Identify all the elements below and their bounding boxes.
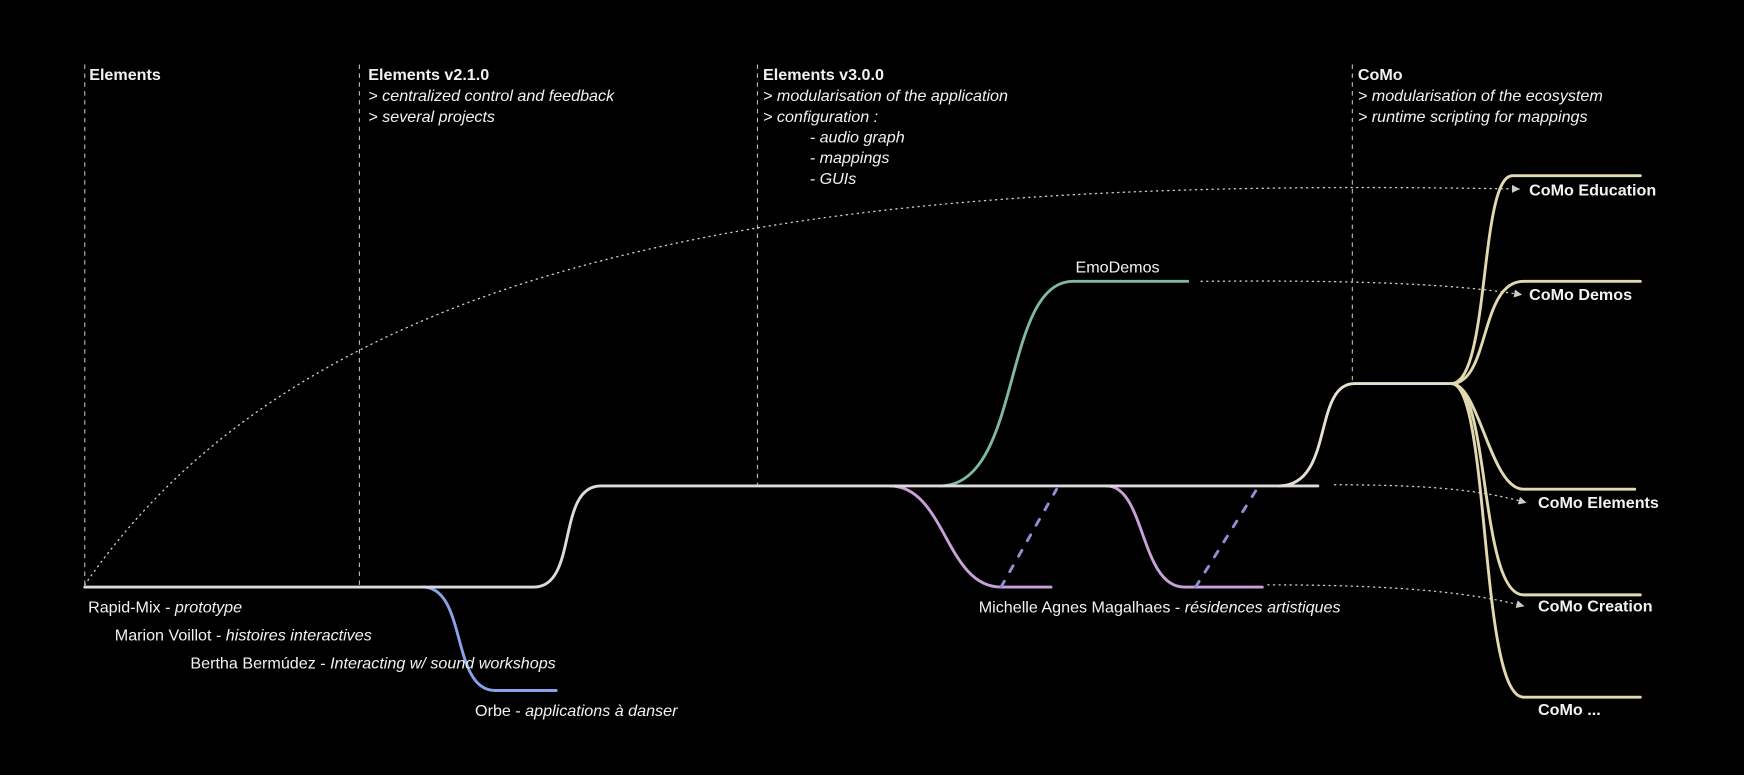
branch-label: Marion Voillot - histoires interactives xyxy=(115,626,372,644)
milestone-lines xyxy=(84,64,1353,588)
milestone-title: Elements v2.1.0 xyxy=(368,66,489,84)
fan xyxy=(1449,382,1642,597)
branch-detail: histoires interactives xyxy=(226,626,372,644)
milestone-subline: - mappings xyxy=(810,149,890,167)
main-line xyxy=(83,484,1320,589)
branch-return xyxy=(1194,487,1259,589)
branch-label: EmoDemos xyxy=(1075,258,1159,276)
fan xyxy=(1449,382,1642,699)
branch-detail: Interacting w/ sound workshops xyxy=(330,654,556,672)
branch-michelle xyxy=(888,484,1053,589)
branch-name: Bertha Bermúdez - xyxy=(190,654,325,672)
como-fan xyxy=(1449,174,1642,699)
product-label: CoMo Demos xyxy=(1529,286,1632,304)
branch-label: Orbe - applications à danser xyxy=(475,702,678,720)
branch-name: EmoDemos xyxy=(1075,258,1159,276)
product-label: CoMo Creation xyxy=(1538,598,1653,616)
branch-label: Rapid-Mix - prototype xyxy=(88,599,242,617)
milestone-line-text: > several projects xyxy=(368,108,495,126)
branch-label: Bertha Bermúdez - Interacting w/ sound w… xyxy=(190,654,555,672)
milestone-subline: - audio graph xyxy=(810,128,905,146)
arrow xyxy=(1333,484,1527,505)
branch-detail: applications à danser xyxy=(525,702,678,720)
milestone-title: Elements xyxy=(89,66,161,84)
branch-name: Orbe - xyxy=(475,702,521,720)
dotted-arrows xyxy=(84,184,1527,609)
branch-label: Michelle Agnes Magalhaes - résidences ar… xyxy=(979,599,1341,617)
branch-detail: résidences artistiques xyxy=(1185,599,1341,617)
product-label: CoMo Elements xyxy=(1538,494,1659,512)
branch-name: Rapid-Mix - xyxy=(88,599,170,617)
branch-name: Michelle Agnes Magalhaes - xyxy=(979,599,1180,617)
milestone-line-text: > runtime scripting for mappings xyxy=(1358,108,1588,126)
milestone-title: CoMo xyxy=(1358,66,1403,84)
labels: Elements Elements v2.1.0 > centralized con… xyxy=(88,66,1659,720)
branch-emodemos xyxy=(938,279,1190,488)
arrow xyxy=(1267,584,1525,609)
arrow xyxy=(1200,280,1523,298)
branch-name: Marion Voillot - xyxy=(115,626,222,644)
fan xyxy=(1449,174,1642,386)
milestone-title: Elements v3.0.0 xyxy=(763,66,884,84)
milestone-line-text: > configuration : xyxy=(763,108,878,126)
como-line xyxy=(1277,382,1453,488)
fan xyxy=(1449,279,1642,386)
product-label: CoMo Education xyxy=(1529,182,1656,200)
branches xyxy=(83,174,1642,699)
milestone-line-text: > modularisation of the application xyxy=(763,87,1008,105)
branch-return xyxy=(999,487,1059,589)
branch-michelle xyxy=(1105,484,1264,589)
product-label: CoMo ... xyxy=(1538,701,1601,719)
branch-orbe xyxy=(421,585,558,692)
milestone-line-text: > modularisation of the ecosystem xyxy=(1358,87,1603,105)
milestone-line-text: > centralized control and feedback xyxy=(368,87,615,105)
arrow xyxy=(84,184,1520,586)
milestone-subline: - GUIs xyxy=(810,170,857,188)
branch-detail: prototype xyxy=(174,599,242,617)
